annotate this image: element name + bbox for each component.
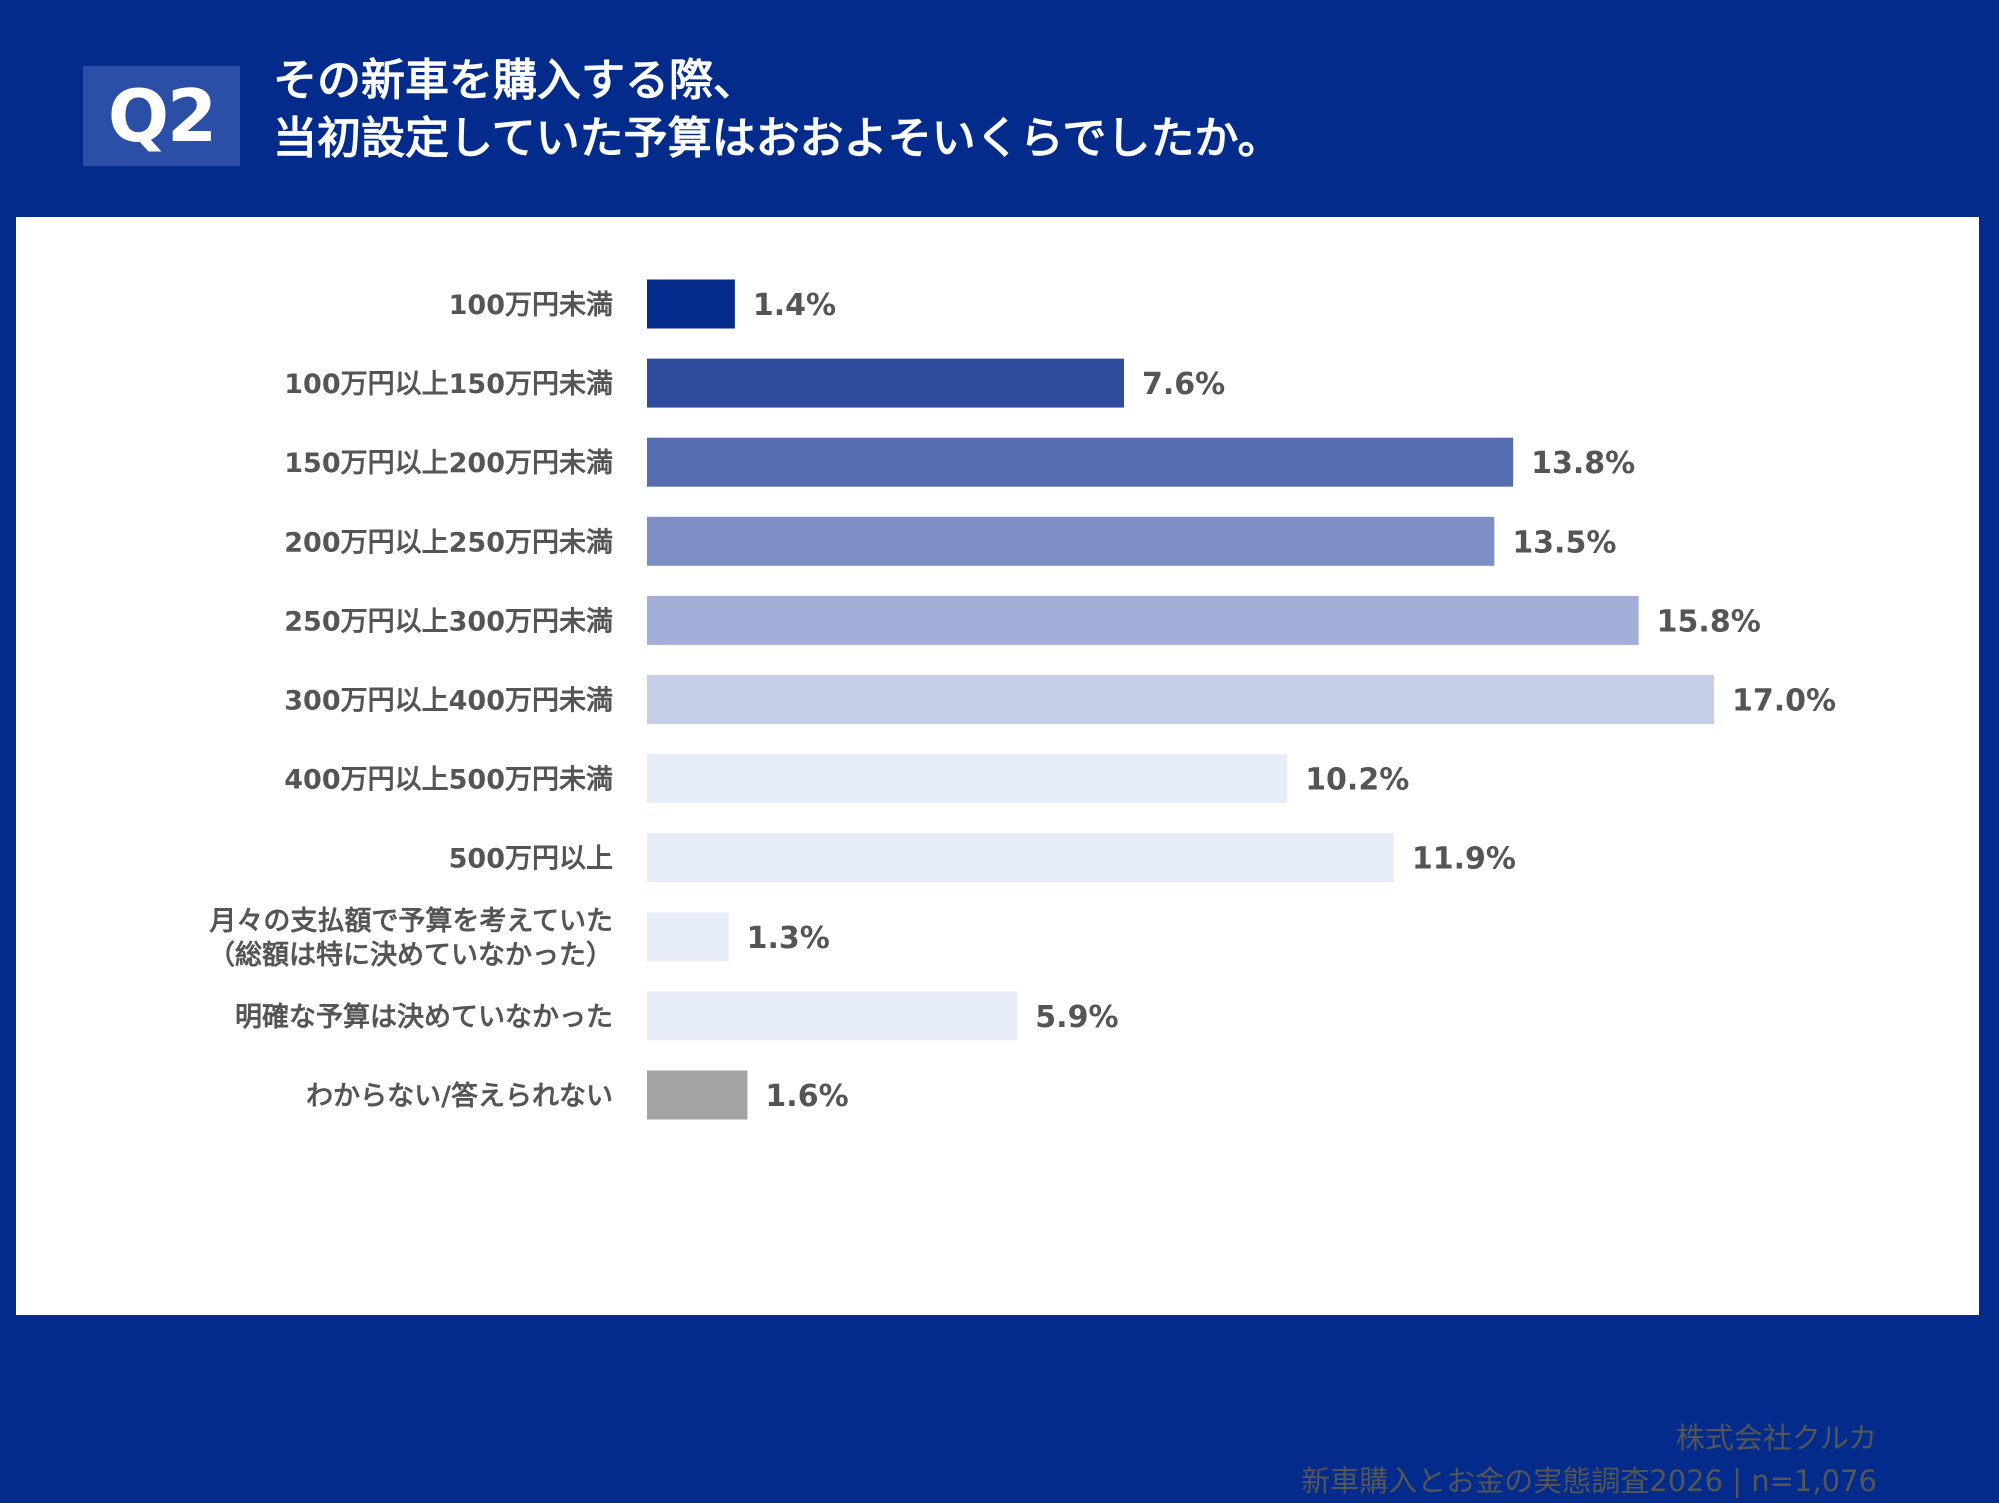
category-label-3: 150万円以上200万円未満	[284, 448, 613, 479]
page-title: その新車を購入する際、 当初設定していた予算はおおよそいくらでしたか。	[273, 52, 1953, 168]
footer: 株式会社クルカ 新車購入とお金の実態調査2026 | n=1,076	[1301, 1417, 1877, 1503]
category-label-9-line-2: （総額は特に決めていなかった）	[208, 939, 613, 971]
title-line-2: 当初設定していた予算はおおよそいくらでしたか。	[273, 113, 1282, 164]
bar-5	[647, 595, 1639, 645]
bar-6	[647, 675, 1714, 724]
value-label-8: 11.9%	[1412, 842, 1516, 877]
bar-4	[647, 516, 1495, 566]
survey-info: 新車購入とお金の実態調査2026 | n=1,076	[1301, 1464, 1877, 1498]
category-label-1: 100万円未満	[449, 290, 613, 321]
bar-chart: 1.4% 100万円未満 7.6% 100万円以上150万円未満 13.8% 150万円以…	[208, 279, 1836, 1120]
category-label-2: 100万円以上150万円未満	[284, 369, 613, 400]
value-label-2: 7.6%	[1142, 367, 1225, 402]
category-label-11: わからない/答えられない	[306, 1080, 613, 1112]
question-badge: Q2	[83, 66, 240, 166]
title-line-1: その新車を購入する際、	[273, 55, 757, 106]
bar-7	[647, 754, 1288, 804]
bar-2	[647, 358, 1125, 408]
value-label-6: 17.0%	[1732, 684, 1836, 719]
category-label-9-line-1: 月々の支払額で予算を考えていた	[208, 905, 613, 937]
value-label-4: 13.5%	[1512, 525, 1616, 560]
value-label-1: 1.4%	[753, 288, 836, 323]
chart-panel: 1.4% 100万円未満 7.6% 100万円以上150万円未満 13.8% 150万円以…	[16, 217, 1979, 1498]
category-label-10: 明確な予算は決めていなかった	[235, 1001, 613, 1033]
category-label-6: 300万円以上400万円未満	[284, 686, 613, 717]
value-label-5: 15.8%	[1657, 604, 1761, 639]
header: Q2 その新車を購入する際、 当初設定していた予算はおおよそいくらでしたか。	[0, 0, 1999, 215]
category-label-5: 250万円以上300万円未満	[284, 606, 613, 637]
bar-1	[647, 279, 735, 329]
category-label-7: 400万円以上500万円未満	[284, 765, 613, 796]
bar-3	[647, 437, 1514, 487]
company-name: 株式会社クルカ	[1675, 1421, 1877, 1455]
bar-10	[647, 991, 1018, 1041]
value-label-10: 5.9%	[1035, 1000, 1118, 1035]
bar-9	[647, 912, 729, 962]
bar-11	[647, 1070, 748, 1120]
value-label-7: 10.2%	[1305, 763, 1409, 798]
value-label-3: 13.8%	[1531, 446, 1635, 481]
category-label-4: 200万円以上250万円未満	[284, 527, 613, 558]
value-label-9: 1.3%	[747, 921, 830, 956]
bar-8	[647, 833, 1394, 883]
value-label-11: 1.6%	[765, 1079, 848, 1114]
category-label-8: 500万円以上	[449, 844, 613, 875]
